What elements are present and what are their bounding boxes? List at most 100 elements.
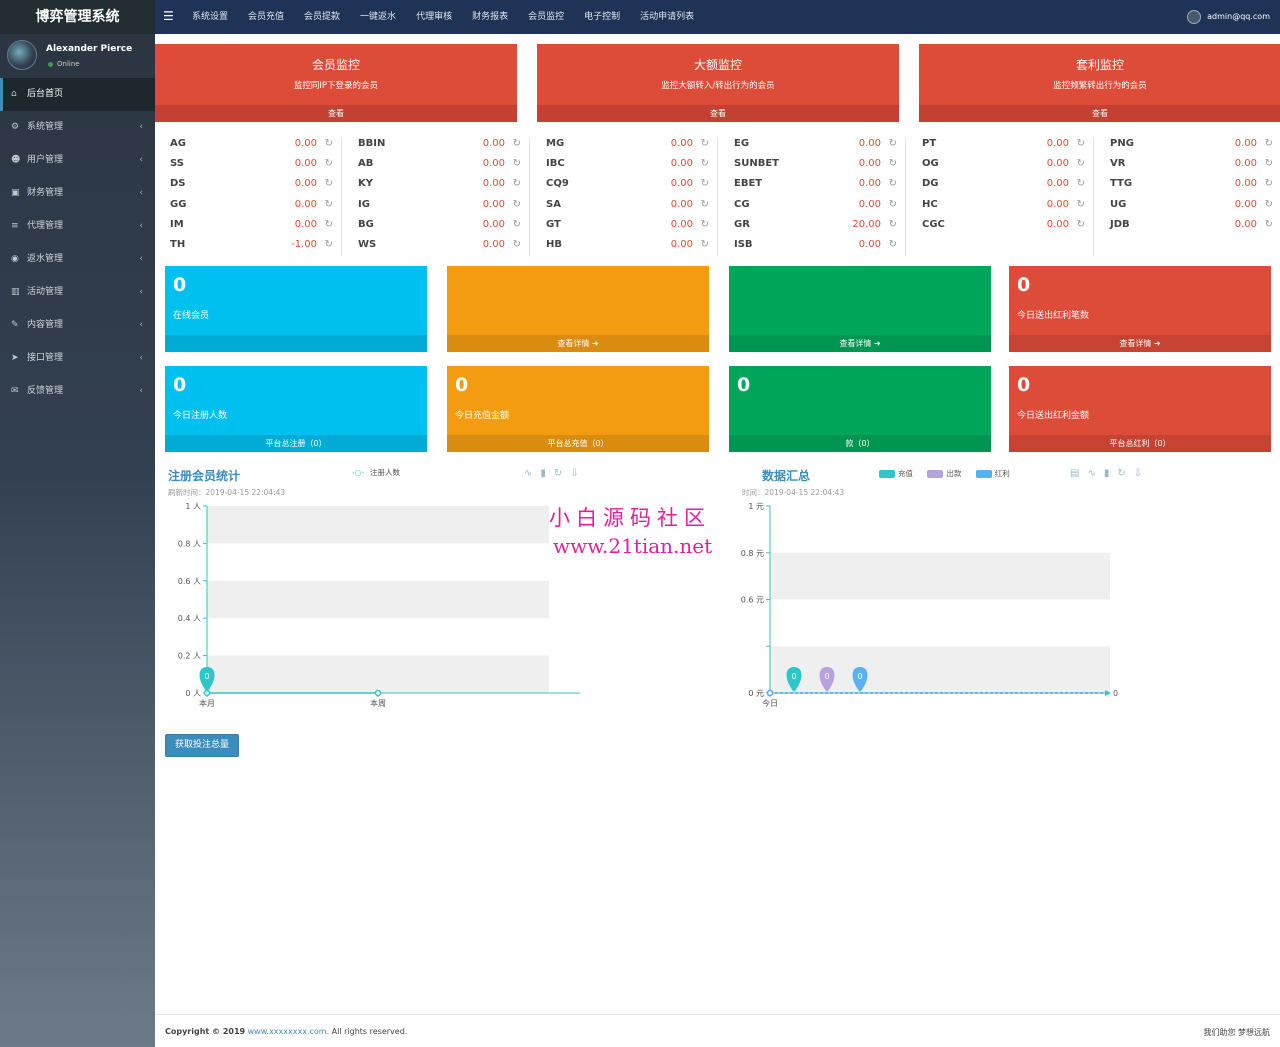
game-balance: 0.00 — [1046, 178, 1069, 190]
app-title[interactable]: 博弈管理系统 — [0, 0, 155, 34]
axis-arrow — [1105, 690, 1111, 696]
monitor-view-button[interactable]: 查看 — [155, 105, 517, 122]
legend-item[interactable]: 出款 — [927, 469, 967, 478]
line-chart-icon[interactable]: ∿ — [1087, 468, 1104, 479]
refresh-icon[interactable]: ↻ — [324, 198, 333, 210]
refresh-icon[interactable]: ↻ — [888, 138, 897, 149]
online-dot-icon — [48, 61, 53, 67]
sidebar-item-agent[interactable]: ≡ 代理管理 ‹ — [0, 210, 155, 243]
game-balance: 0.00 — [482, 178, 505, 190]
sidebar-item-activity[interactable]: ▥ 活动管理 ‹ — [0, 276, 155, 309]
refresh-icon[interactable]: ↻ — [700, 198, 709, 210]
refresh-icon[interactable]: ↻ — [512, 218, 521, 230]
refresh-icon[interactable]: ↻ — [888, 218, 897, 230]
refresh-icon[interactable]: ↻ — [1076, 138, 1085, 149]
refresh-icon[interactable]: ↻ — [512, 198, 521, 210]
refresh-icon[interactable]: ↻ — [512, 158, 521, 170]
sidebar-item-users[interactable]: ☻ 用户管理 ‹ — [0, 144, 155, 177]
sidebar-item-content[interactable]: ✎ 内容管理 ‹ — [0, 309, 155, 342]
game-balance: 0.00 — [482, 218, 505, 230]
restore-icon[interactable]: ↻ — [553, 468, 571, 479]
refresh-icon[interactable]: ↻ — [324, 158, 333, 170]
footer-site-link[interactable]: www.xxxxxxxx.com — [247, 1027, 327, 1036]
refresh-icon[interactable]: ↻ — [324, 178, 333, 190]
refresh-icon[interactable]: ↻ — [512, 238, 521, 250]
refresh-icon[interactable]: ↻ — [888, 158, 897, 170]
sidebar-item-finance[interactable]: ▣ 财务管理 ‹ — [0, 177, 155, 210]
refresh-icon[interactable]: ↻ — [1264, 198, 1273, 210]
restore-icon[interactable]: ↻ — [1117, 468, 1134, 479]
chart-right-legend[interactable]: 充值 出款 红利 — [879, 468, 1022, 479]
refresh-icon[interactable]: ↻ — [700, 158, 709, 170]
refresh-icon[interactable]: ↻ — [700, 178, 709, 190]
stat-details-link[interactable]: 查看详情 ➜ — [447, 335, 709, 352]
refresh-icon[interactable]: ↻ — [1264, 218, 1273, 230]
sidebar-item-rebate[interactable]: ◉ 返水管理 ‹ — [0, 243, 155, 276]
menu-toggle-icon[interactable]: ☰ — [163, 9, 174, 23]
refresh-icon[interactable]: ↻ — [1264, 158, 1273, 170]
refresh-icon[interactable]: ↻ — [324, 218, 333, 230]
refresh-icon[interactable]: ↻ — [1076, 198, 1085, 210]
refresh-icon[interactable]: ↻ — [700, 218, 709, 230]
refresh-icon[interactable]: ↻ — [324, 238, 333, 250]
topnav-member-withdraw[interactable]: 会员提款 — [304, 12, 341, 22]
topnav-electronic-control[interactable]: 电子控制 — [584, 12, 621, 22]
account-menu[interactable]: admin@qq.com — [1187, 9, 1270, 25]
game-balance: 0.00 — [294, 178, 317, 190]
sidebar-item-api[interactable]: ➤ 接口管理 ‹ — [0, 342, 155, 375]
stat-footer[interactable]: 平台总注册（0） — [165, 435, 427, 452]
topnav-one-click-rebate[interactable]: 一键返水 — [360, 12, 397, 22]
game-balance: 0.00 — [858, 198, 881, 210]
refresh-icon[interactable]: ↻ — [512, 138, 521, 149]
legend-item[interactable]: 充值 — [879, 469, 919, 478]
x-tick-label: 本月 — [199, 698, 215, 708]
stat-footer[interactable]: 平台总充值（0） — [447, 435, 709, 452]
refresh-icon[interactable]: ↻ — [700, 138, 709, 149]
topnav-system-settings[interactable]: 系统设置 — [192, 12, 229, 22]
game-row: MG 0.00 ↻ — [539, 136, 711, 156]
game-row: OG 0.00 ↻ — [915, 156, 1087, 176]
sidebar-item-feedback[interactable]: ✉ 反馈管理 ‹ — [0, 375, 155, 408]
legend-item[interactable]: 红利 — [975, 469, 1016, 478]
refresh-icon[interactable]: ↻ — [888, 198, 897, 210]
refresh-icon[interactable]: ↻ — [1264, 178, 1273, 190]
bar-chart-icon[interactable]: ▮ — [1103, 468, 1118, 479]
stat-footer[interactable]: 平台总红利（0） — [1009, 435, 1271, 452]
game-row: DG 0.00 ↻ — [915, 176, 1087, 196]
topnav-member-recharge[interactable]: 会员充值 — [248, 12, 285, 22]
refresh-icon[interactable]: ↻ — [1264, 138, 1273, 149]
monitor-view-button[interactable]: 查看 — [919, 105, 1280, 122]
save-icon[interactable]: ⇩ — [1133, 468, 1151, 479]
refresh-icon[interactable]: ↻ — [888, 238, 897, 250]
topnav-agent-review[interactable]: 代理审核 — [416, 12, 453, 22]
game-balance: 20.00 — [852, 218, 881, 230]
stat-details-link[interactable]: 查看详情 ➜ — [1009, 335, 1271, 352]
topnav-activity-applications[interactable]: 活动申请列表 — [640, 12, 695, 22]
refresh-icon[interactable]: ↻ — [324, 138, 333, 149]
refresh-icon[interactable]: ↻ — [1076, 178, 1085, 190]
topnav-member-monitor[interactable]: 会员监控 — [528, 12, 565, 22]
bar-chart-icon[interactable]: ▮ — [540, 468, 554, 479]
refresh-icon[interactable]: ↻ — [700, 238, 709, 250]
sidebar-item-dashboard[interactable]: ⌂ 后台首页 — [0, 78, 155, 111]
refresh-icon[interactable]: ↻ — [1076, 218, 1085, 230]
chevron-left-icon: ‹ — [139, 122, 143, 132]
get-bet-total-button[interactable]: 获取投注总量 — [165, 734, 239, 757]
line-chart-icon[interactable]: ∿ — [524, 468, 541, 479]
monitor-view-button[interactable]: 查看 — [537, 105, 899, 122]
chart-left-toolbox: ∿▮↻⇩ — [524, 468, 587, 479]
rights-text: . All rights reserved. — [326, 1027, 408, 1036]
game-balance: 0.00 — [858, 238, 881, 250]
stat-footer[interactable]: 款（0） — [729, 435, 991, 452]
footer: Copyright © 2019 www.xxxxxxxx.com. All r… — [155, 1014, 1280, 1047]
column-divider — [717, 138, 718, 256]
refresh-icon[interactable]: ↻ — [512, 178, 521, 190]
refresh-icon[interactable]: ↻ — [1076, 158, 1085, 170]
sidebar-item-system[interactable]: ⚙ 系统管理 ‹ — [0, 111, 155, 144]
data-view-icon[interactable]: ▤ — [1070, 468, 1088, 479]
chart-left-legend[interactable]: -○- 注册人数 — [352, 467, 406, 478]
topnav-finance-report[interactable]: 财务报表 — [472, 12, 509, 22]
stat-details-link[interactable]: 查看详情 ➜ — [729, 335, 991, 352]
save-icon[interactable]: ⇩ — [570, 468, 587, 479]
refresh-icon[interactable]: ↻ — [888, 178, 897, 190]
